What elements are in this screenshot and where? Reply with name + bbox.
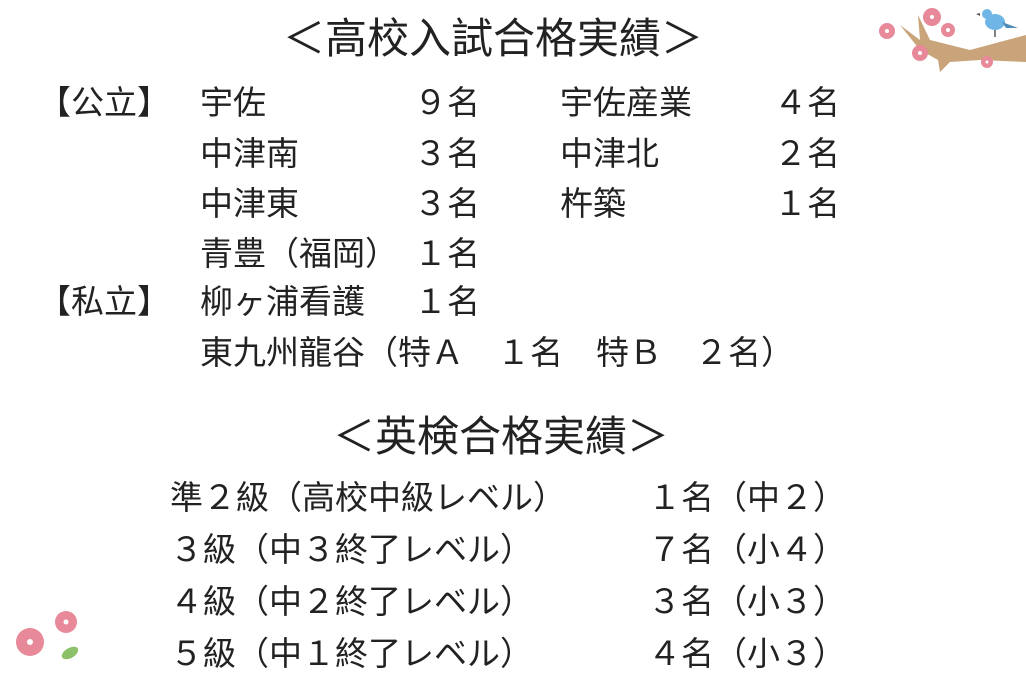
school-name: 宇佐 <box>200 83 266 122</box>
public-label: 【公立】 <box>38 83 170 122</box>
school-name: 中津北 <box>560 134 659 173</box>
eiken-result: ３名（小３） <box>648 582 846 621</box>
eiken-result: ７名（小４） <box>648 530 846 569</box>
school-name: 宇佐産業 <box>560 83 692 122</box>
eiken-grade: 準２級（高校中級レベル） <box>170 478 566 517</box>
school-count: ４名 <box>774 83 840 122</box>
cherry-branch-bird-icon <box>879 8 1026 72</box>
cherry-blossoms-icon <box>16 611 79 660</box>
school-name: 東九州龍谷（特Ａ １名 特Ｂ ２名） <box>200 333 794 372</box>
school-name: 杵築 <box>560 184 626 223</box>
school-name: 中津東 <box>200 184 299 223</box>
exam-results-title: ＜高校入試合格実績＞ <box>283 14 704 63</box>
school-count: １名 <box>414 282 480 321</box>
eiken-grade: ５級（中１終了レベル） <box>170 634 533 673</box>
eiken-result: １名（中２） <box>648 478 846 517</box>
school-count: ３名 <box>414 184 480 223</box>
school-name: 中津南 <box>200 134 299 173</box>
eiken-grade: ３級（中３終了レベル） <box>170 530 533 569</box>
eiken-title: ＜英検合格実績＞ <box>333 412 670 461</box>
school-name: 柳ヶ浦看護 <box>200 282 365 321</box>
eiken-grade: ４級（中２終了レベル） <box>170 582 533 621</box>
school-count: ９名 <box>414 83 480 122</box>
private-label: 【私立】 <box>38 282 170 321</box>
school-count: ３名 <box>414 134 480 173</box>
school-count: １名 <box>774 184 840 223</box>
school-count: ２名 <box>774 134 840 173</box>
school-count: １名 <box>414 234 480 273</box>
eiken-result: ４名（小３） <box>648 634 846 673</box>
school-name: 青豊（福岡） <box>200 234 398 273</box>
